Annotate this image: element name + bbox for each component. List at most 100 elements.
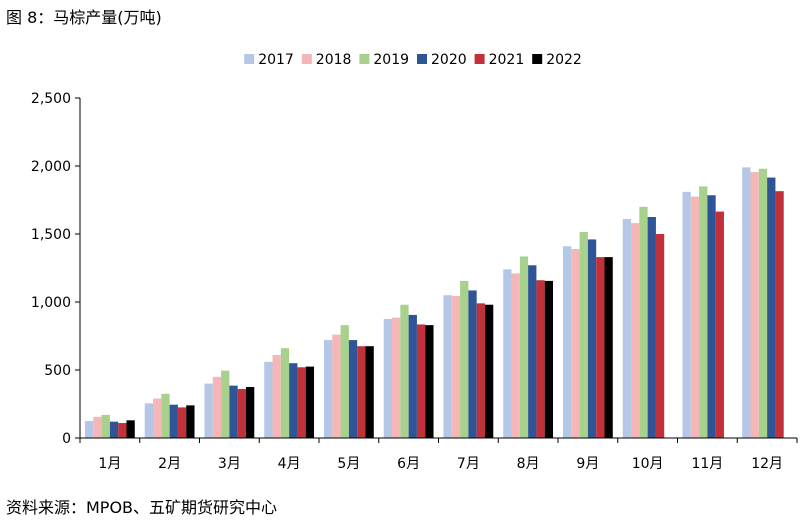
- bar-2021: [177, 407, 187, 438]
- bar-2021: [596, 257, 605, 438]
- legend-label: 2019: [373, 52, 409, 68]
- bar-2017: [204, 383, 213, 438]
- bar-2021: [715, 211, 724, 438]
- bar-2018: [392, 317, 401, 438]
- bar-2017: [443, 295, 452, 438]
- bar-2022: [604, 257, 613, 438]
- bar-2017: [562, 246, 572, 438]
- bar-2020: [169, 404, 178, 438]
- bar-2022: [544, 280, 554, 438]
- bar-2019: [639, 206, 648, 438]
- bar-2022: [186, 405, 195, 438]
- bar-2017: [383, 319, 393, 438]
- x-tick-label: 8月: [517, 456, 540, 472]
- bar-2021: [476, 303, 485, 438]
- bar-2021: [775, 191, 784, 438]
- bar-2021: [297, 367, 306, 438]
- bar-2019: [101, 414, 110, 438]
- legend-label: 2021: [489, 52, 525, 68]
- y-tick-label: 0: [62, 431, 71, 447]
- axes: 0 500 1,000 1,500 2,000 2,500 1月 2月 3月 4月 5月 6月 7月 8月…: [31, 91, 798, 472]
- bar-2019: [519, 256, 529, 438]
- bar-2018: [332, 334, 341, 438]
- bar-2022: [484, 304, 494, 438]
- bar-2021: [536, 280, 545, 438]
- bar-2018: [93, 416, 102, 438]
- legend-label: 2017: [258, 52, 294, 68]
- x-tick-label: 4月: [278, 456, 301, 472]
- bar-2017: [84, 421, 94, 438]
- bar-2022: [365, 346, 374, 438]
- bar-2017: [622, 219, 632, 438]
- bar-2019: [221, 370, 230, 438]
- bar-2018: [212, 376, 222, 438]
- bar-2017: [682, 191, 691, 438]
- bar-2020: [229, 385, 238, 438]
- legend-swatch-2018: [301, 54, 312, 64]
- legend-swatch-2020: [417, 54, 427, 64]
- legend-label: 2020: [431, 52, 467, 68]
- bar-2020: [348, 340, 358, 438]
- bar-2022: [305, 366, 315, 438]
- legend-swatch-2019: [359, 54, 370, 64]
- bar-2022: [126, 420, 135, 438]
- bar-2020: [528, 265, 537, 438]
- bar-2018: [451, 295, 461, 438]
- bar-2018: [153, 398, 162, 438]
- bar-2019: [460, 280, 469, 438]
- bar-2017: [144, 403, 154, 438]
- bar-2021: [237, 389, 246, 438]
- legend-swatch-2017: [244, 54, 255, 64]
- bar-2019: [579, 231, 588, 438]
- bar-2018: [571, 248, 580, 438]
- legend-swatch-2021: [474, 54, 485, 64]
- bar-2017: [264, 361, 273, 438]
- bar-2017: [323, 340, 333, 438]
- legend-label: 2018: [316, 52, 352, 68]
- legend-label: 2022: [546, 52, 582, 68]
- legend-swatch-2022: [532, 54, 543, 64]
- bar-2020: [468, 290, 477, 438]
- bar-2020: [707, 195, 716, 438]
- y-tick-label: 1,500: [31, 227, 71, 243]
- bar-2021: [357, 346, 366, 438]
- bar-2018: [750, 172, 759, 438]
- figure-title: 图 8：马棕产量(万吨): [6, 8, 162, 27]
- bar-2019: [699, 186, 708, 438]
- bar-2020: [647, 217, 656, 438]
- x-tick-label: 9月: [576, 456, 599, 472]
- bar-2020: [289, 363, 298, 438]
- bar-2017: [503, 269, 512, 438]
- bar-2021: [118, 423, 127, 438]
- bar-2020: [767, 177, 776, 438]
- bar-2022: [245, 387, 255, 438]
- x-tick-label: 5月: [337, 456, 360, 472]
- bars: [84, 167, 784, 439]
- bar-2022: [425, 325, 434, 438]
- x-tick-label: 10月: [632, 456, 664, 472]
- bar-2020: [408, 314, 417, 438]
- bar-2019: [340, 325, 349, 438]
- bar-2018: [631, 223, 640, 438]
- x-tick-label: 1月: [98, 456, 121, 472]
- y-tick-label: 2,500: [31, 91, 71, 107]
- y-tick-label: 500: [44, 363, 71, 379]
- bar-2019: [161, 393, 170, 438]
- bar-2018: [511, 273, 520, 438]
- x-tick-label: 11月: [691, 456, 723, 472]
- legend: 2017 2018 2019 2020 2021 2022: [244, 52, 582, 68]
- y-tick-label: 2,000: [31, 159, 71, 175]
- x-tick-label: 3月: [218, 456, 241, 472]
- bar-2020: [109, 421, 119, 438]
- x-tick-label: 7月: [457, 456, 480, 472]
- y-tick-label: 1,000: [31, 295, 71, 311]
- bar-2019: [280, 348, 290, 438]
- x-tick-label: 12月: [751, 456, 783, 472]
- bar-2018: [272, 355, 281, 438]
- x-tick-label: 2月: [158, 456, 181, 472]
- x-tick-label: 6月: [397, 456, 420, 472]
- bar-2017: [742, 167, 751, 439]
- bar-2019: [400, 304, 409, 438]
- bar-2018: [690, 196, 700, 438]
